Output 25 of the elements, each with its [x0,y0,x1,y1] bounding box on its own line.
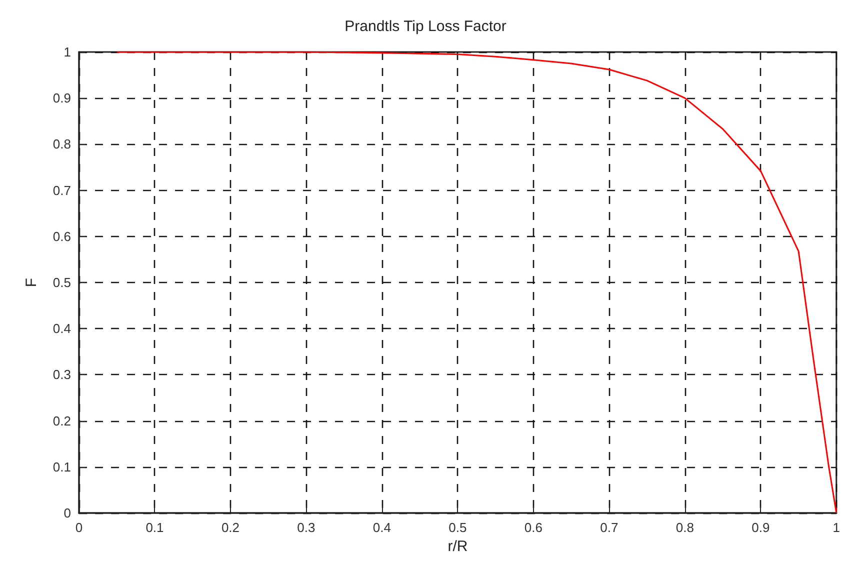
x-tick-label: 0.2 [221,520,240,535]
x-tick-label: 1 [832,520,840,535]
y-tick-label: 0.1 [52,459,71,474]
y-tick-label: 0.6 [52,228,71,244]
y-tick-label: 0.3 [52,367,71,382]
x-tick-label: 0.4 [372,520,391,535]
y-tick-label: 0.7 [52,182,71,198]
y-tick-label: 0.5 [52,275,71,290]
x-tick-label: 0 [75,520,83,535]
y-tick-label: 0.9 [52,90,71,106]
y-tick-label: 0.2 [52,413,71,428]
x-tick-label: 0.7 [600,520,618,535]
y-tick-label: 0.8 [52,136,71,152]
x-tick-label: 0.3 [297,520,316,535]
y-tick-label: 0.4 [52,321,71,336]
y-tick-label: 1 [64,44,71,60]
x-tick-label: 0.6 [524,520,542,535]
y-tick-label: 0 [64,506,71,520]
x-tick-label: 0.5 [448,520,467,535]
x-tick-label: 0.8 [676,520,694,535]
x-tick-label: 0.9 [752,520,770,535]
y-axis-title: F [23,278,40,288]
x-tick-label: 0.1 [146,520,164,535]
x-axis-title: r/R [448,538,468,555]
chart-title: Prandtls Tip Loss Factor [344,18,506,35]
